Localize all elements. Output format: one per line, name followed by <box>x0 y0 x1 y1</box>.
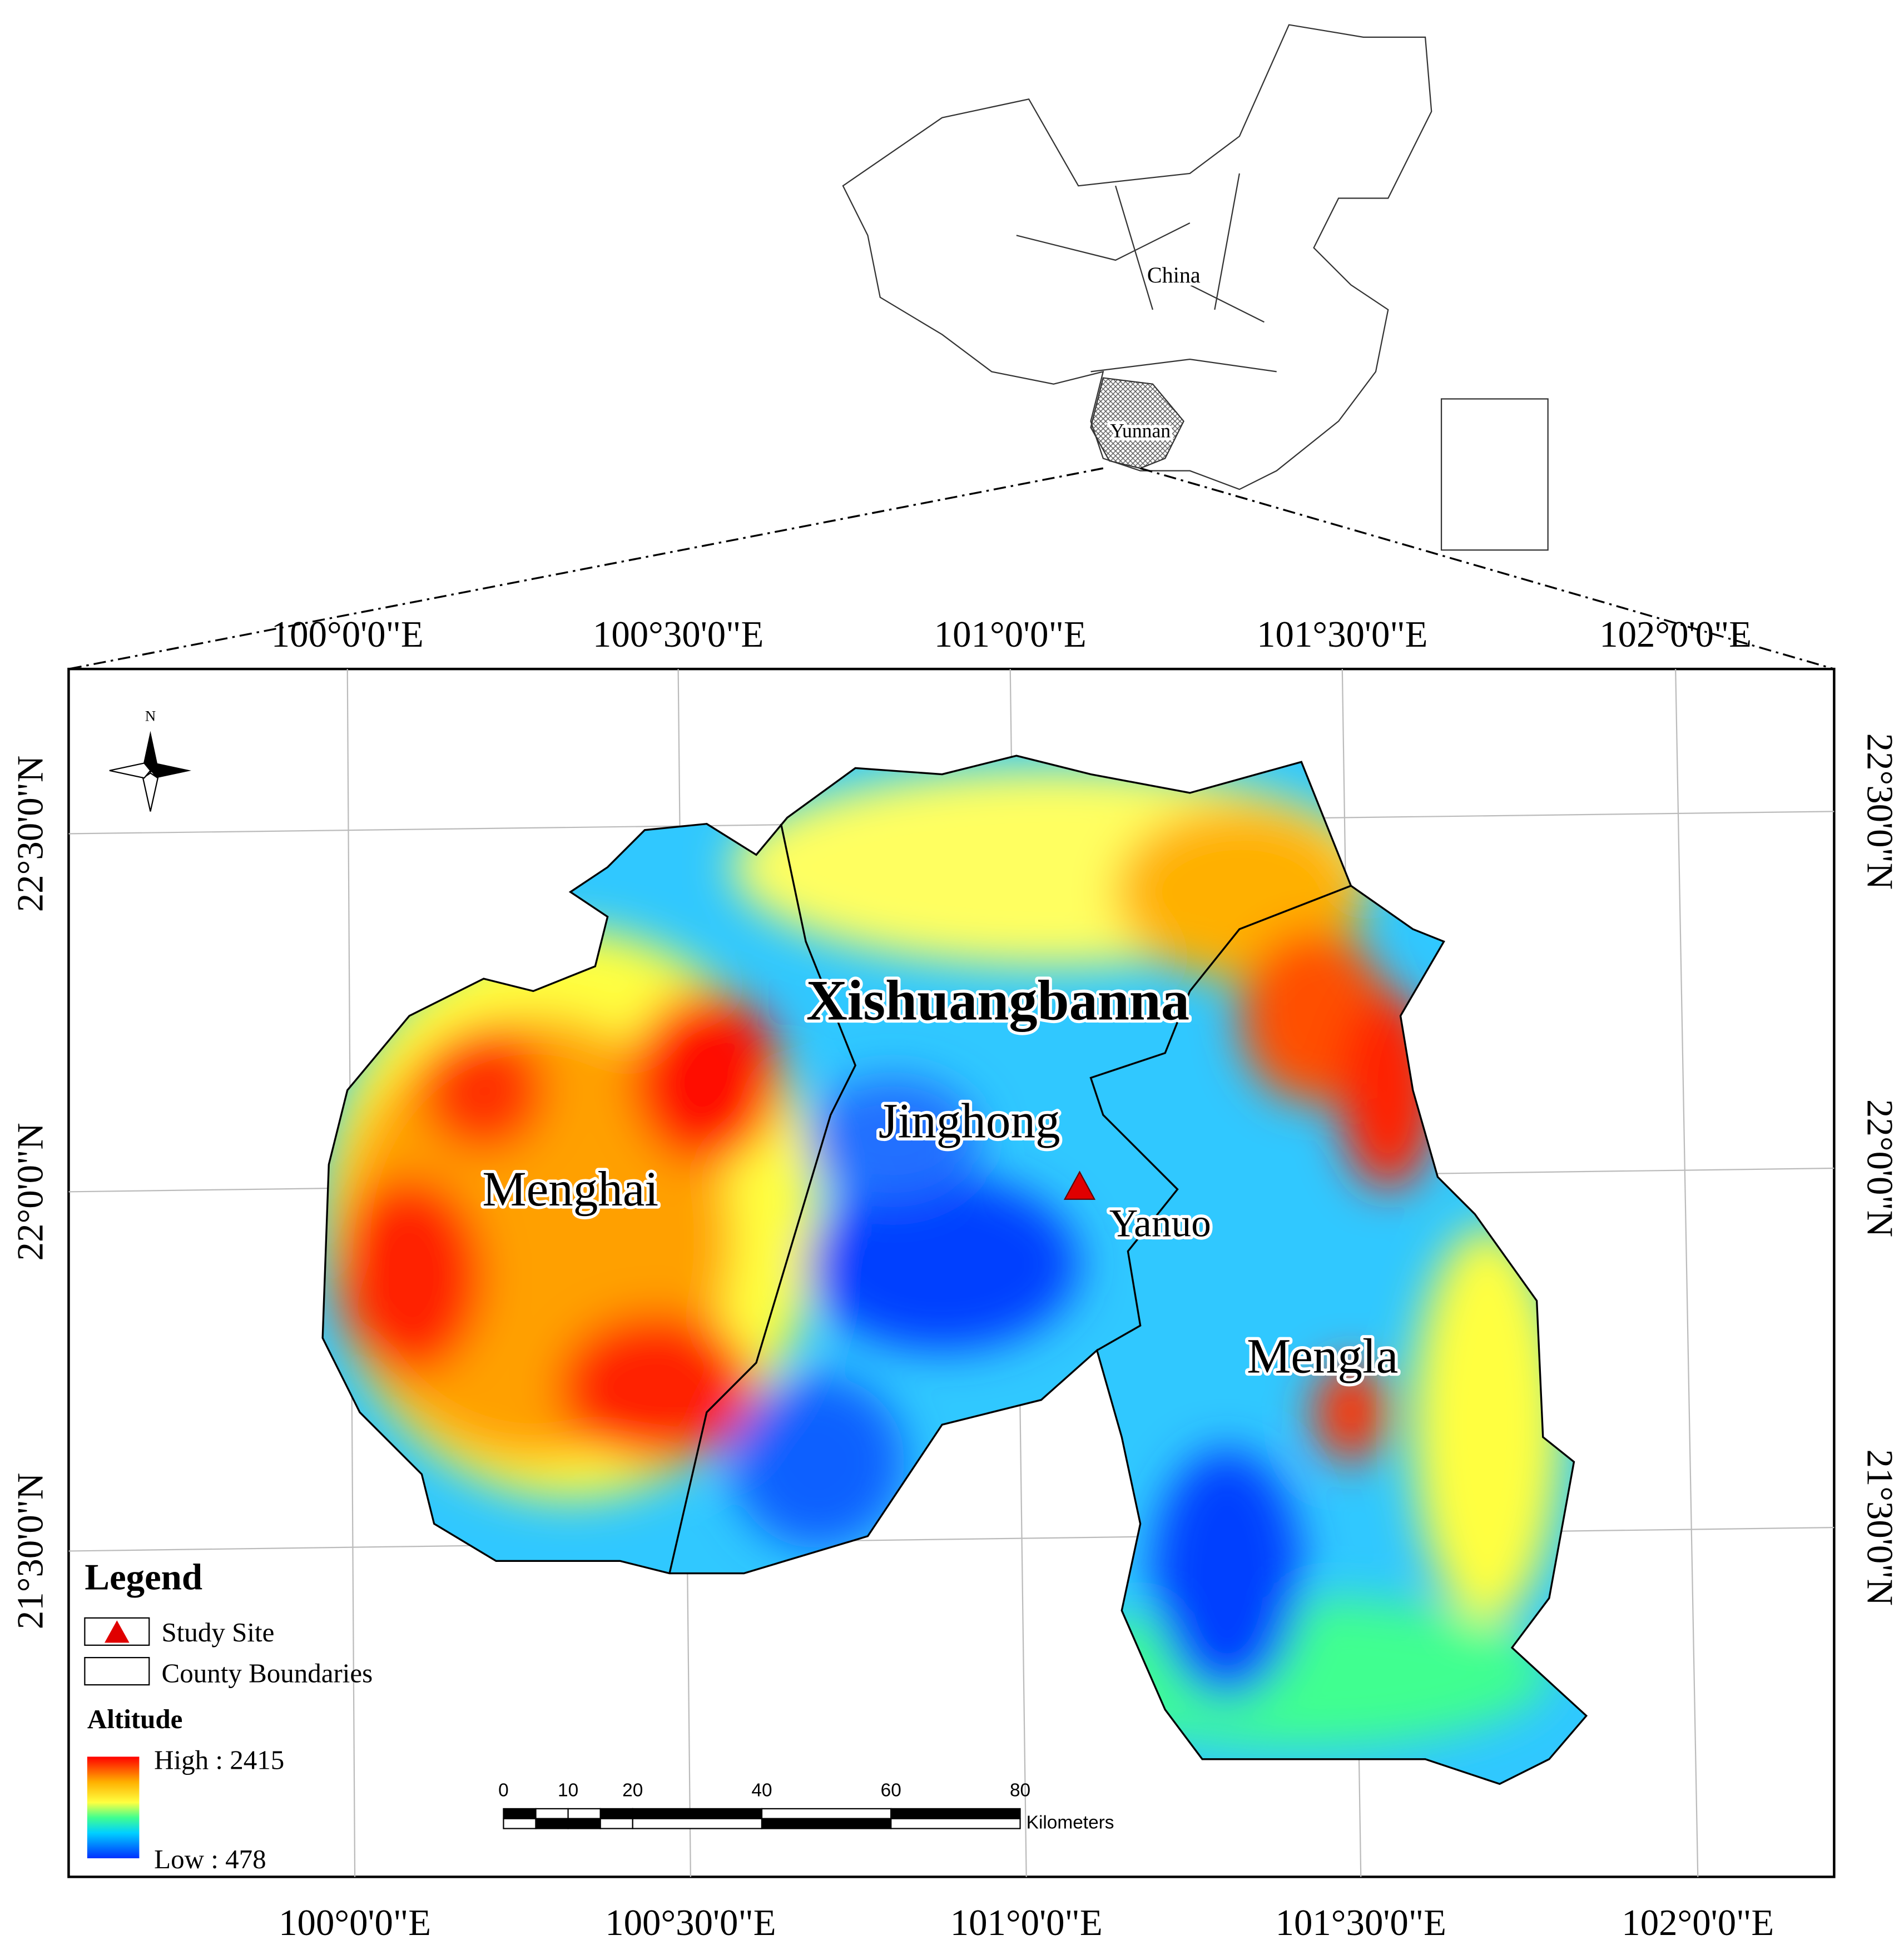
grid-line <box>1675 669 1699 1877</box>
study-site-marker <box>1063 1170 1096 1200</box>
scale-segment <box>890 1818 1021 1829</box>
scale-bar: 0 10 20 40 60 80 Kilometers <box>498 1780 1114 1833</box>
legend-item: County Boundaries <box>162 1658 373 1689</box>
latitude-label: 21°30'0"N <box>1860 1449 1901 1605</box>
legend: Legend Study Site County Boundaries Alti… <box>84 1557 373 1874</box>
longitude-label: 101°30'0"E <box>1276 1902 1446 1943</box>
latitude-label: 22°0'0"N <box>1860 1099 1901 1237</box>
county-label: Jinghong <box>879 1094 1060 1148</box>
longitude-label: 100°30'0"E <box>593 614 763 655</box>
inset-label: Yunnan <box>1110 419 1171 441</box>
color-ramp <box>87 1757 140 1859</box>
site-label: Yanuo <box>1109 1202 1211 1246</box>
longitude-label: 101°30'0"E <box>1257 614 1427 655</box>
longitude-label: 101°0'0"E <box>950 1902 1103 1943</box>
ramp-low: Low : 478 <box>154 1844 266 1874</box>
longitude-label: 100°0'0"E <box>271 614 424 655</box>
scale-segment <box>567 1808 601 1819</box>
scale-tick-label: 0 <box>498 1780 509 1801</box>
longitude-label: 100°30'0"E <box>605 1902 776 1943</box>
scale-segment <box>535 1818 569 1829</box>
legend-title: Legend <box>85 1557 202 1598</box>
scale-unit: Kilometers <box>1027 1813 1114 1833</box>
longitude-label: 101°0'0"E <box>934 614 1087 655</box>
inset-map: China Yunnan <box>842 24 1549 551</box>
scale-segment <box>567 1818 601 1829</box>
county-label: Menghai <box>482 1162 658 1217</box>
latitude-label: 22°0'0"N <box>10 1123 51 1261</box>
yunnan-shape <box>1090 377 1184 469</box>
zoom-lines <box>68 467 1834 670</box>
latitude-label: 22°30'0"N <box>10 756 51 912</box>
zoom-line <box>68 467 1104 670</box>
county-boundary <box>1089 885 1352 1351</box>
scale-tick-label: 40 <box>751 1780 772 1801</box>
south-sea-inset <box>1440 398 1549 551</box>
prefecture-label: Xishuangbanna <box>806 970 1189 1033</box>
ramp-high: High : 2415 <box>154 1745 284 1775</box>
scale-segment <box>503 1818 537 1829</box>
china-outline <box>842 24 1432 490</box>
legend-subtitle: Altitude <box>87 1704 183 1734</box>
scale-segment <box>599 1808 633 1819</box>
scale-segment <box>761 1818 892 1829</box>
zoom-line <box>1140 467 1834 670</box>
longitude-label: 100°0'0"E <box>279 1902 431 1943</box>
scale-segment <box>535 1808 569 1819</box>
region-outline <box>321 755 1588 1785</box>
north-label: N <box>145 708 156 725</box>
longitude-label: 102°0'0"E <box>1599 614 1752 655</box>
latitude-label: 21°30'0"N <box>10 1473 51 1629</box>
scale-segment <box>599 1818 633 1829</box>
scale-segment <box>761 1808 892 1819</box>
scale-tick-label: 60 <box>881 1780 901 1801</box>
scale-segment <box>632 1808 763 1819</box>
scale-tick-label: 80 <box>1010 1780 1030 1801</box>
scale-tick-label: 10 <box>558 1780 578 1801</box>
legend-swatch <box>84 1656 150 1686</box>
inset-label: China <box>1147 262 1201 287</box>
legend-item: Study Site <box>162 1617 275 1648</box>
scale-tick-label: 20 <box>622 1780 643 1801</box>
county-label: Mengla <box>1247 1329 1398 1384</box>
scale-segment <box>503 1808 537 1819</box>
province-lines <box>1016 173 1277 373</box>
longitude-label: 102°0'0"E <box>1622 1902 1774 1943</box>
north-arrow: N <box>109 708 191 812</box>
scale-segment <box>632 1818 763 1829</box>
county-boundary <box>668 823 857 1574</box>
county-boundaries <box>668 823 1352 1574</box>
latitude-label: 22°30'0"N <box>1860 733 1901 890</box>
scale-segment <box>890 1808 1021 1819</box>
legend-site-symbol <box>105 1620 130 1643</box>
